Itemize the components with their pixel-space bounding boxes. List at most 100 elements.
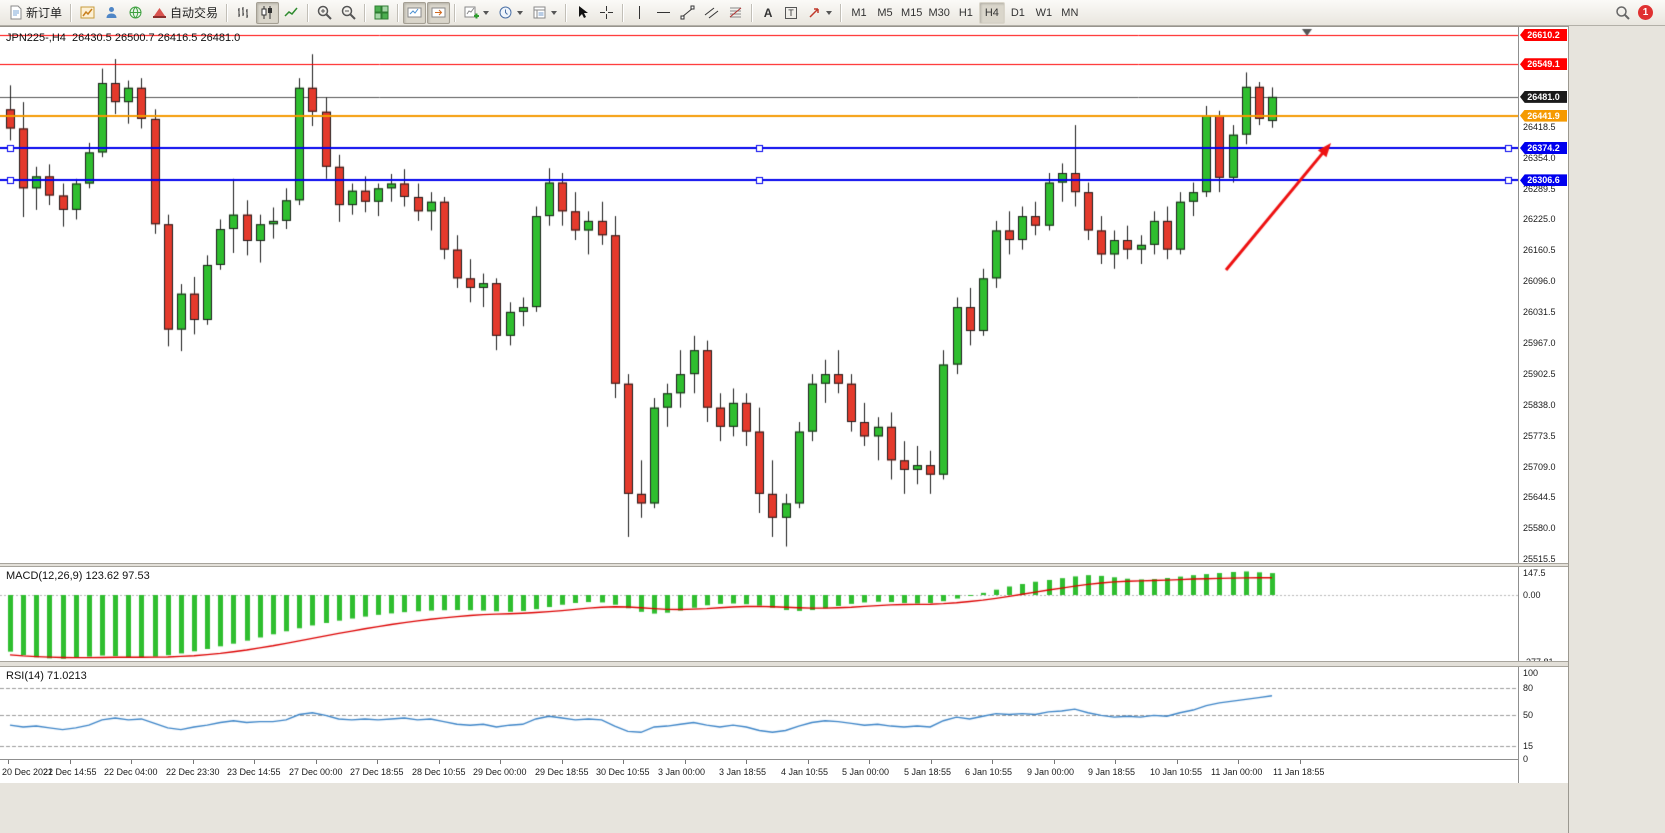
clock-icon: [499, 6, 512, 19]
vertical-line-icon: [639, 6, 641, 19]
chart-ohlc-label: JPN225-,H4 26430.5 26500.7 26416.5 26481…: [6, 32, 241, 44]
panel-splitter[interactable]: [0, 563, 1568, 567]
autotrading-button[interactable]: 自动交易: [148, 2, 222, 24]
chevron-down-icon: [551, 10, 558, 15]
tile-windows-button[interactable]: [370, 2, 393, 24]
text-tool-icon: A: [763, 5, 773, 20]
timeframe-m1-button[interactable]: M1: [851, 6, 867, 19]
separator: [364, 3, 367, 22]
time-axis-tick: [377, 760, 378, 764]
time-axis-label: 28 Dec 10:55: [412, 767, 466, 777]
timeframe-h1-button[interactable]: H1: [958, 6, 973, 19]
hline-price-tag[interactable]: 26549.1: [1520, 58, 1567, 71]
separator: [622, 3, 625, 22]
time-axis-label: 9 Jan 00:00: [1027, 767, 1075, 777]
chart-shift-button[interactable]: [427, 1, 451, 24]
hline-price-tag[interactable]: 26306.6: [1520, 174, 1567, 187]
cursor-tool-button[interactable]: [571, 2, 594, 24]
vertical-line-tool-button[interactable]: [628, 2, 651, 24]
bid-price-tag: 26481.0: [1520, 90, 1567, 103]
price-scale-label: 26160.5: [1523, 245, 1556, 256]
text-tool-button[interactable]: A: [757, 2, 779, 24]
navigator-button[interactable]: [124, 2, 147, 24]
time-axis-tick: [193, 760, 194, 764]
periods-button[interactable]: [494, 2, 527, 24]
new-order-button[interactable]: 新订单: [4, 2, 66, 24]
candles-icon: [261, 6, 273, 19]
notification-badge[interactable]: 1: [1638, 5, 1653, 20]
time-axis-tick: [131, 760, 132, 764]
hline-price-tag[interactable]: 26441.9: [1520, 109, 1567, 122]
price-scale-label: 25644.5: [1523, 492, 1556, 503]
timeframe-h4-button[interactable]: H4: [978, 1, 1005, 24]
time-axis-label: 6 Jan 10:55: [965, 767, 1013, 777]
autoscroll-button[interactable]: [403, 1, 427, 24]
horizontal-line-icon: [657, 12, 671, 13]
new-chart-icon: [80, 6, 95, 19]
rsi-scale-label: 80: [1523, 682, 1534, 693]
time-axis-label: 11 Jan 18:55: [1273, 767, 1325, 777]
time-axis-label: 22 Dec 23:30: [166, 767, 220, 777]
price-scale-label: 26225.0: [1523, 214, 1556, 225]
timeframe-mn-button[interactable]: MN: [1061, 6, 1079, 19]
zoom-in-button[interactable]: [313, 2, 336, 24]
horizontal-line-tool-button[interactable]: [652, 2, 675, 24]
trendline-tool-button[interactable]: [676, 2, 699, 24]
separator: [840, 3, 843, 22]
timeframe-m5-button[interactable]: M5: [877, 6, 893, 19]
timeframe-d1-button[interactable]: D1: [1010, 6, 1025, 19]
new-order-icon: [10, 5, 22, 20]
price-axis[interactable]: 26418.5 26354.0 26289.5 26225.0 26160.5 26096…: [1518, 27, 1568, 783]
search-button[interactable]: [1611, 2, 1635, 24]
templates-button[interactable]: [528, 2, 561, 24]
new-chart-button[interactable]: [76, 2, 99, 24]
crosshair-tool-button[interactable]: [595, 2, 618, 24]
timeframe-m15-button[interactable]: M15: [901, 6, 923, 19]
time-axis-tick: [1177, 760, 1178, 764]
line-chart-button[interactable]: [280, 2, 303, 24]
panel-splitter[interactable]: [0, 661, 1568, 667]
time-axis-tick: [1238, 760, 1239, 764]
zoom-out-icon: [341, 5, 356, 20]
toolbar: 新订单 自动交易: [0, 0, 1665, 26]
time-axis[interactable]: 20 Dec 2022 21 Dec 14:55 22 Dec 04:00 22 De…: [0, 759, 1518, 783]
time-axis-label: 9 Jan 18:55: [1088, 767, 1136, 777]
time-axis-tick: [562, 760, 563, 764]
arrows-tool-button[interactable]: [803, 2, 836, 24]
right-dock-area: [1568, 26, 1665, 833]
time-axis-label: 22 Dec 04:00: [104, 767, 158, 777]
time-axis-tick: [8, 760, 9, 764]
time-axis-label: 3 Jan 00:00: [658, 767, 706, 777]
time-axis-tick: [931, 760, 932, 764]
time-axis-label: 29 Dec 18:55: [535, 767, 589, 777]
indicators-button[interactable]: [460, 2, 493, 24]
separator: [565, 3, 568, 22]
price-scale-label: 25902.5: [1523, 368, 1556, 379]
bar-chart-button[interactable]: [232, 2, 255, 24]
person-icon: [106, 7, 117, 18]
text-label-icon: T: [785, 6, 797, 19]
fibonacci-tool-button[interactable]: [724, 2, 747, 24]
channel-icon: [704, 7, 719, 19]
add-indicator-icon: [464, 6, 480, 19]
price-scale-label: 26096.0: [1523, 276, 1556, 287]
rsi-panel-canvas[interactable]: [0, 667, 1518, 759]
hline-price-tag[interactable]: 26610.2: [1520, 28, 1567, 41]
price-chart-canvas[interactable]: [0, 27, 1518, 563]
time-axis-label: 10 Jan 10:55: [1150, 767, 1203, 777]
rsi-scale-label: 0: [1523, 754, 1529, 764]
timeframe-m30-button[interactable]: M30: [928, 6, 950, 19]
autoscroll-icon: [407, 7, 422, 18]
hline-price-tag[interactable]: 26374.2: [1520, 142, 1567, 154]
crosshair-icon: [600, 6, 614, 19]
timeframe-w1-button[interactable]: W1: [1035, 6, 1053, 19]
timeframe-group: M1 M5 M15 M30 H1 H4 D1 W1 MN: [846, 1, 1083, 24]
community-button[interactable]: [100, 2, 123, 24]
zoom-out-button[interactable]: [337, 2, 360, 24]
time-axis-label: 21 Dec 14:55: [43, 767, 97, 777]
time-axis-tick: [1054, 760, 1055, 764]
candlestick-chart-button[interactable]: [256, 1, 280, 24]
text-label-tool-button[interactable]: T: [780, 2, 802, 24]
channel-tool-button[interactable]: [700, 2, 723, 24]
macd-panel-canvas[interactable]: [0, 567, 1518, 661]
